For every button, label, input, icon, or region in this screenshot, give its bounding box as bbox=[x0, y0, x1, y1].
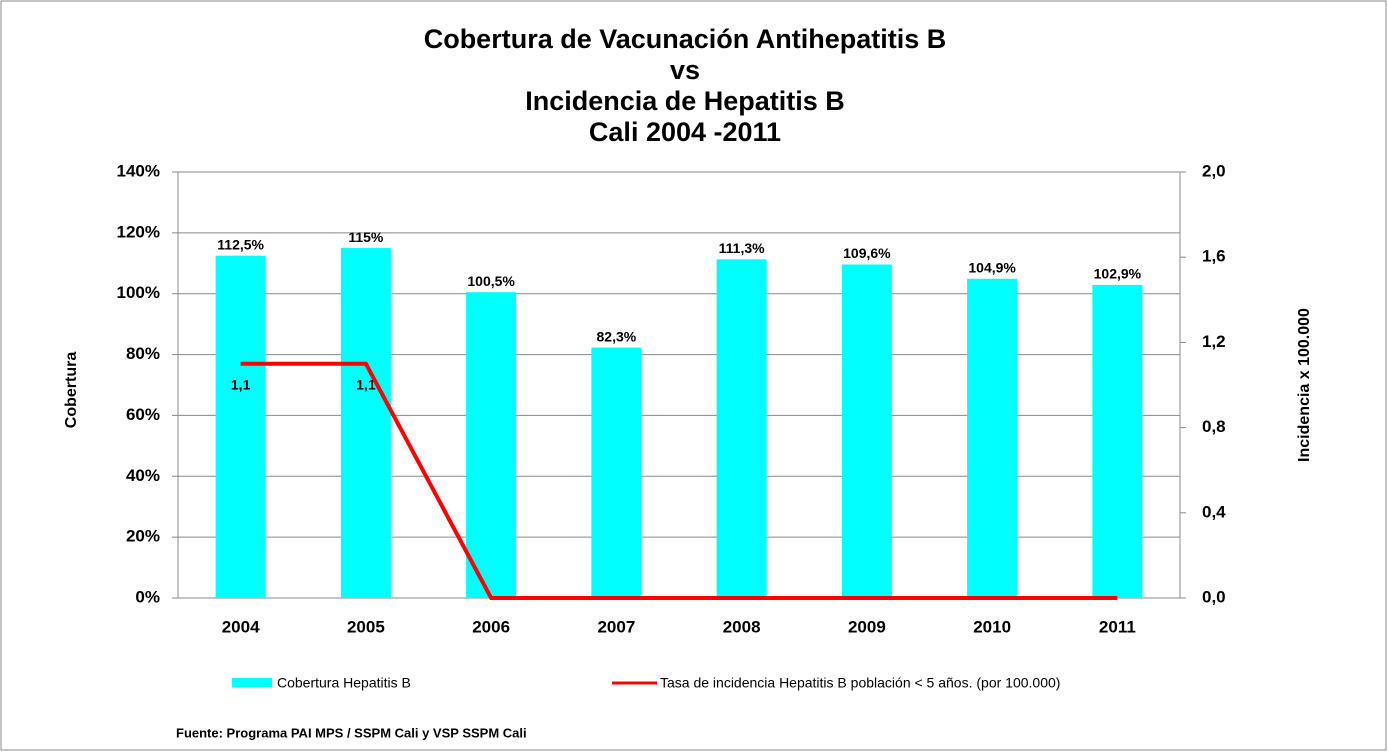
x-tick-label: 2011 bbox=[1099, 617, 1136, 636]
data-label: 102,9% bbox=[1094, 266, 1142, 282]
data-label: 109,6% bbox=[843, 245, 891, 261]
x-tick-label: 2005 bbox=[347, 617, 385, 636]
x-tick-label: 2006 bbox=[472, 617, 510, 636]
chart-title: Cobertura de Vacunación Antihepatitis B bbox=[424, 24, 947, 54]
x-tick-label: 2010 bbox=[973, 617, 1011, 636]
x-tick-label: 2008 bbox=[723, 617, 761, 636]
data-label: 1,1 bbox=[356, 376, 376, 392]
y-tick-label: 40% bbox=[126, 466, 160, 485]
y-tick-label: 20% bbox=[126, 527, 160, 546]
y2-tick-label: 0,8 bbox=[1202, 417, 1226, 436]
data-label: 82,3% bbox=[597, 328, 637, 344]
chart-title: vs bbox=[670, 55, 700, 85]
x-tick-label: 2007 bbox=[597, 617, 635, 636]
y-tick-label: 80% bbox=[126, 344, 160, 363]
bar bbox=[215, 255, 266, 598]
x-tick-label: 2004 bbox=[222, 617, 260, 636]
y2-tick-label: 1,6 bbox=[1202, 247, 1226, 266]
y-tick-label: 100% bbox=[117, 283, 160, 302]
y-tick-label: 60% bbox=[126, 405, 160, 424]
bar bbox=[967, 278, 1018, 598]
data-label: 100,5% bbox=[467, 273, 515, 289]
chart-title: Incidencia de Hepatitis B bbox=[525, 86, 845, 116]
data-label: 104,9% bbox=[968, 260, 1016, 276]
bar bbox=[591, 347, 642, 598]
data-label: 112,5% bbox=[217, 236, 264, 252]
data-label: 115% bbox=[348, 229, 384, 245]
x-tick-label: 2009 bbox=[848, 617, 886, 636]
legend-swatch bbox=[232, 678, 272, 687]
bar bbox=[716, 259, 767, 598]
line bbox=[240, 361, 1118, 600]
y2-tick-label: 1,2 bbox=[1202, 332, 1226, 351]
y2-tick-label: 2,0 bbox=[1202, 161, 1226, 180]
source-note: Fuente: Programa PAI MPS / SSPM Cali y V… bbox=[176, 725, 527, 740]
y2-tick-label: 0,0 bbox=[1202, 587, 1226, 606]
y-tick-label: 0% bbox=[135, 587, 160, 606]
bar bbox=[466, 292, 517, 598]
legend-label: Cobertura Hepatitis B bbox=[277, 675, 411, 691]
y-tick-label: 120% bbox=[117, 222, 160, 241]
data-label: 1,1 bbox=[231, 376, 251, 392]
bar bbox=[1092, 284, 1143, 598]
bar bbox=[841, 264, 892, 598]
y-tick-label: 140% bbox=[117, 161, 160, 180]
y-axis-label: Cobertura bbox=[63, 352, 80, 429]
y2-axis-label: Incidencia x 100.000 bbox=[1296, 308, 1313, 462]
legend-label: Tasa de incidencia Hepatitis B población… bbox=[660, 675, 1060, 691]
chart-title: Cali 2004 -2011 bbox=[589, 117, 781, 147]
y2-tick-label: 0,4 bbox=[1202, 502, 1226, 521]
bar bbox=[340, 248, 391, 599]
data-label: 111,3% bbox=[719, 240, 765, 256]
